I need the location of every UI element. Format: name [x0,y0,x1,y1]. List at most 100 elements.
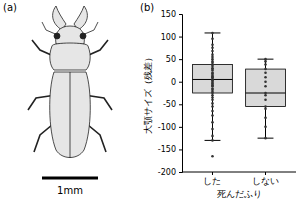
scale-bar [42,177,98,180]
whisker-lower [212,93,213,140]
beetle-mandible [53,6,66,30]
box-body [246,69,286,106]
data-point [211,50,214,53]
data-point [264,108,267,111]
x-tick: しない [252,172,279,186]
whisker-cap-upper [205,32,221,33]
data-point [211,139,214,142]
y-tick-label: 150 [161,10,176,19]
box-body [193,65,233,93]
y-tick-mark [179,172,182,173]
data-point [264,63,267,66]
x-tick-mark [212,172,213,175]
data-point [211,69,214,72]
x-axis: した しない [182,172,296,186]
data-point [211,94,214,97]
data-point [264,85,267,88]
data-point [211,110,214,113]
scale-bar-label: 1mm [57,185,83,196]
plot-marks [193,32,286,158]
y-tick: -50 [163,100,182,109]
data-point [264,92,267,95]
beetle-mandible [74,6,87,30]
y-tick-mark [179,37,182,38]
data-point [211,78,214,81]
data-point [264,71,267,74]
whisker-upper [212,33,213,65]
data-point [211,47,214,50]
x-axis-title: 死んだふり [217,189,262,199]
x-axis-line [182,172,296,173]
y-axis-title: 大顎サイズ（残差） [143,53,153,134]
data-point [211,155,214,158]
data-point [211,71,214,74]
data-point [264,98,267,101]
data-point [211,92,214,95]
y-tick-mark [179,14,182,15]
data-point [264,105,267,108]
y-axis: -200 -150 -100 -50 0 50 100 150 [158,10,183,177]
data-point [264,68,267,71]
beetle-eye [80,33,86,39]
data-point [264,60,267,63]
y-tick-label: -50 [163,100,176,109]
whisker-cap-lower [258,138,274,139]
data-point [211,114,214,117]
whisker-cap-upper [258,59,274,60]
data-point [211,32,214,35]
data-point [264,137,267,140]
y-tick: -100 [158,123,182,132]
y-tick-label: 50 [166,55,176,64]
y-tick: 150 [161,10,182,19]
data-point [211,128,214,131]
data-point [264,94,267,97]
data-point [211,58,214,61]
y-tick-label: 100 [161,33,176,42]
y-tick: -200 [158,168,182,177]
y-tick-label: -100 [158,123,176,132]
y-tick-label: -150 [158,145,176,154]
whisker-upper [265,59,266,69]
y-tick: 0 [171,78,182,87]
data-point [264,76,267,79]
y-tick-label: 0 [171,78,176,87]
box [246,59,286,138]
whisker-lower [265,107,266,139]
x-tick-label: した [203,176,221,186]
data-point [211,102,214,105]
x-tick-mark [265,172,266,175]
y-tick-mark [179,82,182,83]
data-point [211,82,214,85]
y-tick-mark [179,59,182,60]
data-point [211,96,214,99]
whisker-cap-lower [205,140,221,141]
y-axis-line [179,15,183,173]
y-tick-mark [179,127,182,128]
figure: (a) 1mm (b) -200 -150 -100 -50 0 50 100 150 した しない死ん… [0,0,300,200]
data-point [264,58,267,61]
median [246,93,286,94]
data-point [211,135,214,138]
x-tick: した [203,172,221,186]
y-tick: -150 [158,145,182,154]
y-tick-mark [179,104,182,105]
y-tick-label: -200 [158,168,176,177]
beetle-pronotum [50,43,90,70]
box [193,33,233,140]
panel-label: (a) [3,2,17,13]
data-point [211,53,214,56]
data-point [264,80,267,83]
data-point [211,84,214,87]
beetle-eye [54,33,60,39]
data-point [264,126,267,129]
x-tick-label: しない [252,176,279,186]
data-point [211,43,214,46]
panel-a: (a) 1mm [3,2,112,196]
data-point [211,98,214,101]
data-point [264,117,267,120]
data-point [211,76,214,79]
data-point [211,105,214,108]
beetle-suture [70,72,71,158]
panel-label: (b) [140,2,154,13]
y-tick: 100 [161,33,182,42]
